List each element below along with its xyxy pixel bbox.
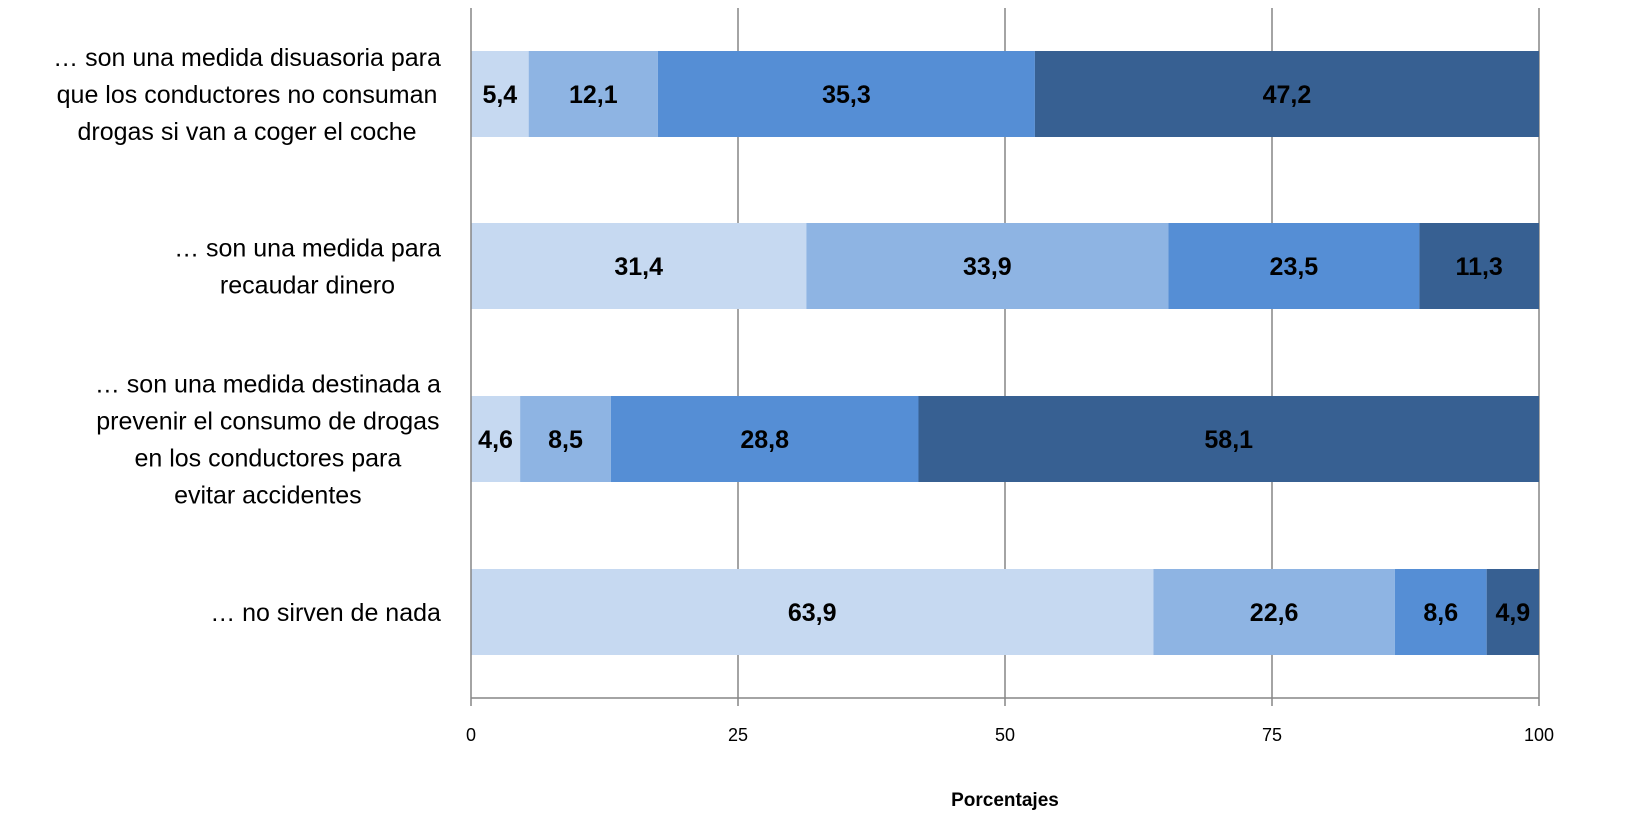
x-tick-label: 25 — [728, 725, 748, 745]
category-label-line: … son una medida destinada a — [95, 371, 441, 399]
category-label: … son una medida disuasoria para que los … — [53, 44, 441, 146]
category-label-line: … son una medida para — [174, 235, 441, 263]
category-label: … son una medida destinada a prevenir el … — [95, 371, 441, 510]
category-label: … no sirven de nada — [210, 599, 441, 627]
data-label: 4,6 — [478, 426, 513, 454]
x-axis-title: Porcentajes — [951, 790, 1059, 811]
category-label-line: que los conductores no consuman — [57, 81, 438, 109]
bar-segment — [471, 569, 1154, 655]
bar-segment — [1486, 569, 1539, 655]
category-label-line: drogas si van a coger el coche — [77, 118, 416, 146]
data-label: 4,9 — [1495, 599, 1530, 627]
category-label-line: … no sirven de nada — [210, 599, 441, 627]
category-label-line: prevenir el consumo de drogas — [96, 408, 439, 436]
bar-segment — [1034, 51, 1539, 137]
data-label: 8,5 — [548, 426, 583, 454]
data-label: 35,3 — [822, 81, 871, 109]
data-label: 23,5 — [1270, 253, 1319, 281]
data-label: 22,6 — [1250, 599, 1299, 627]
bar-segment — [1153, 569, 1395, 655]
x-tick-label: 100 — [1524, 725, 1554, 745]
data-label: 12,1 — [569, 81, 618, 109]
data-label: 58,1 — [1204, 426, 1253, 454]
data-label: 33,9 — [963, 253, 1012, 281]
category-label-line: en los conductores para — [134, 445, 401, 473]
data-label: 11,3 — [1456, 253, 1503, 281]
x-tick-label: 0 — [466, 725, 476, 745]
bar-segment — [806, 223, 1169, 309]
axes — [470, 8, 1540, 706]
bar-segment — [657, 51, 1035, 137]
bar-segment — [1419, 223, 1539, 309]
bar-segment — [471, 51, 529, 137]
bar-segment — [1168, 223, 1420, 309]
data-label: 8,6 — [1423, 599, 1458, 627]
bar-segment — [918, 396, 1539, 482]
category-label-line: recaudar dinero — [220, 272, 395, 300]
bar-segment — [610, 396, 919, 482]
data-label: 47,2 — [1263, 81, 1312, 109]
bar-segment — [1394, 569, 1487, 655]
category-labels: … son una medida disuasoria para que los … — [53, 44, 441, 627]
x-tick-labels: 0 25 50 75 100 — [466, 725, 1554, 745]
data-label: 28,8 — [740, 426, 789, 454]
bar-segment — [471, 223, 807, 309]
bar-segment — [520, 396, 611, 482]
data-label: 63,9 — [788, 599, 837, 627]
x-tick-label: 75 — [1262, 725, 1282, 745]
bar-segment — [471, 396, 521, 482]
bar-segment — [528, 51, 658, 137]
category-label-line: … son una medida disuasoria para — [53, 44, 441, 72]
category-label-line: evitar accidentes — [174, 482, 362, 510]
data-label: 31,4 — [614, 253, 663, 281]
category-label: … son una medida para recaudar dinero — [174, 235, 441, 300]
x-tick-label: 50 — [995, 725, 1015, 745]
data-label: 5,4 — [482, 81, 517, 109]
bars: 5,4 12,1 35,3 47,2 31,4 33,9 23,5 11,3 4,6 8,5 28,… — [471, 51, 1539, 655]
